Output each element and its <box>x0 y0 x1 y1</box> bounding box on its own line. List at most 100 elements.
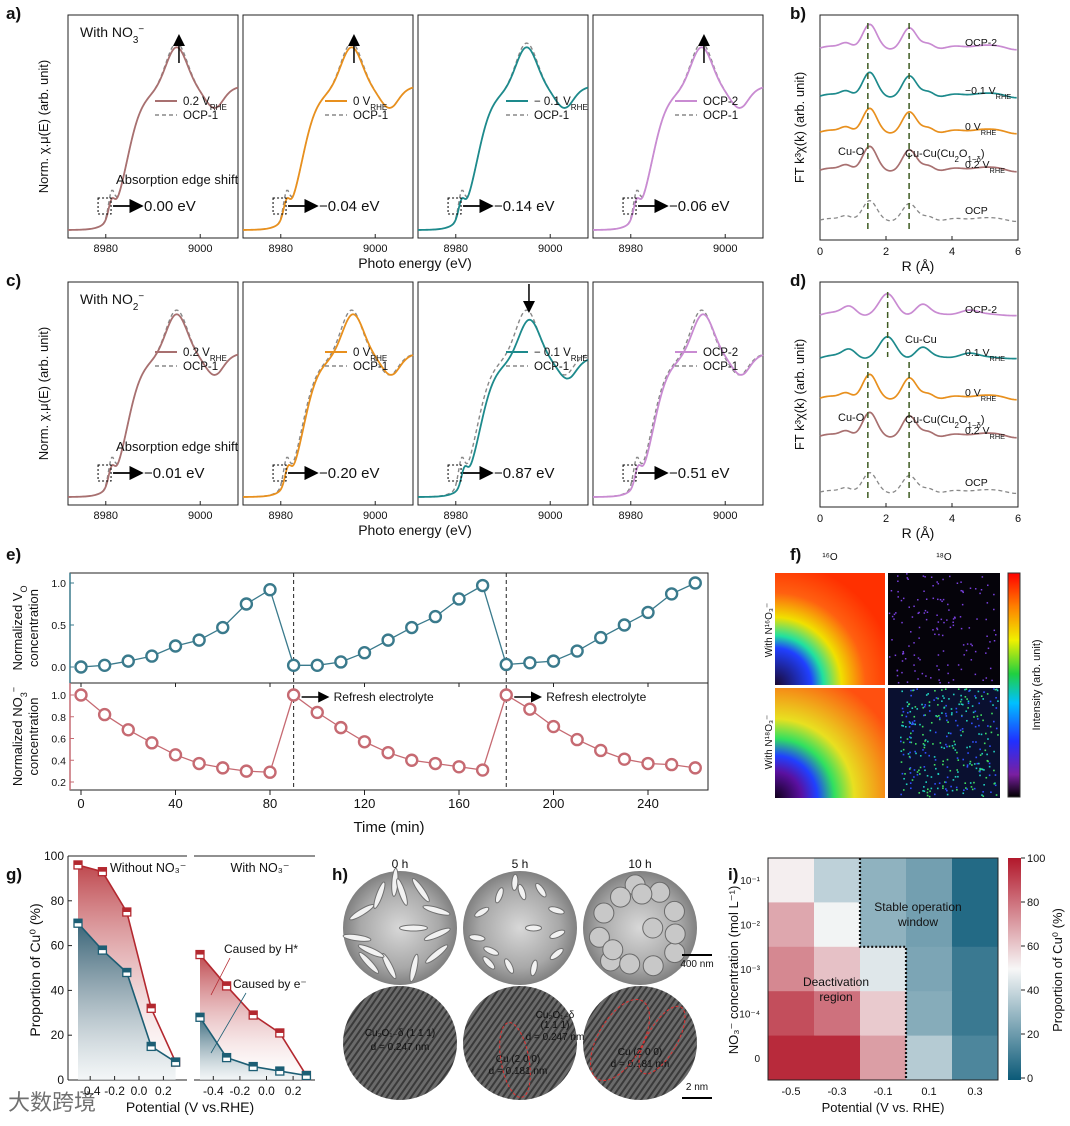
signal-pixel <box>957 759 960 761</box>
signal-pixel <box>965 649 968 652</box>
signal-pixel <box>960 589 962 592</box>
signal-pixel <box>937 704 939 706</box>
heatmap-cell <box>814 946 861 992</box>
signal-pixel <box>948 609 950 611</box>
signal-pixel <box>980 695 983 698</box>
signal-pixel <box>946 745 948 748</box>
data-point <box>310 705 324 720</box>
signal-pixel <box>908 606 910 608</box>
signal-pixel <box>926 791 929 794</box>
heatmap-cell <box>768 858 815 903</box>
signal-pixel <box>934 633 936 636</box>
condition-label-sub: 2 <box>133 302 138 313</box>
plot-frame <box>819 281 1019 508</box>
data-point-fill <box>98 867 107 872</box>
nanosheet <box>525 924 542 932</box>
signal-pixel <box>912 723 915 725</box>
trace-label-sub: RHE <box>990 166 1006 175</box>
signal-pixel <box>937 772 940 775</box>
signal-pixel <box>979 754 982 756</box>
data-point <box>310 658 324 673</box>
signal-pixel <box>913 605 915 608</box>
signal-pixel <box>938 633 940 636</box>
legend-ref: OCP-1 <box>183 361 218 373</box>
signal-pixel <box>952 618 955 620</box>
cu-o-label: Cu-O <box>838 412 865 424</box>
legend-ref: OCP-1 <box>534 110 569 122</box>
nanosheet <box>357 944 385 958</box>
plot-frame <box>242 14 414 239</box>
signal-pixel <box>913 715 916 718</box>
signal-pixel <box>919 658 921 661</box>
signal-pixel <box>942 763 944 766</box>
signal-pixel <box>966 698 968 700</box>
scale-bar-label: 2 nm <box>686 1082 708 1093</box>
trace-label-main: OCP-2 <box>965 304 997 316</box>
signal-pixel <box>947 664 949 666</box>
x-tick-label: 9000 <box>538 510 562 522</box>
signal-pixel <box>978 724 980 727</box>
signal-pixel <box>969 782 972 784</box>
particle <box>664 923 686 945</box>
panel-c: c) Norm. χ.μ(E) (arb. unit) Photo energy (… <box>6 271 764 538</box>
signal-pixel <box>973 763 976 765</box>
trace-label-sub: RHE <box>996 92 1012 101</box>
signal-pixel <box>905 715 908 718</box>
nanosheet <box>549 929 566 939</box>
signal-pixel <box>971 644 973 647</box>
signal-pixel <box>914 723 917 726</box>
signal-pixel <box>921 725 924 728</box>
nanosheet <box>474 906 490 918</box>
colorbar-tick-label: 80 <box>1027 897 1039 909</box>
data-point <box>688 761 702 775</box>
y-tick-label: 0.4 <box>51 755 66 767</box>
data-point <box>594 743 608 758</box>
signal-pixel <box>979 748 981 751</box>
lattice-annotation: (1 1 1) <box>541 1020 570 1031</box>
signal-pixel <box>922 743 925 745</box>
edge-shift-value: −0.14 eV <box>494 198 554 215</box>
nanosheet <box>342 933 372 942</box>
legend-ref: OCP-1 <box>534 361 569 373</box>
time-label: 10 h <box>628 857 651 871</box>
lattice-annotation: d = 0.181 nm <box>489 1066 548 1077</box>
edge-region-box <box>447 464 462 482</box>
signal-pixel <box>934 783 936 785</box>
signal-pixel <box>902 753 905 756</box>
signal-pixel <box>993 629 996 632</box>
signal-pixel <box>986 759 989 762</box>
signal-pixel <box>941 700 943 703</box>
signal-pixel <box>974 710 977 713</box>
y-axis-label-main: Normalized NO <box>10 697 25 786</box>
signal-pixel <box>924 752 927 754</box>
signal-pixel <box>933 699 935 701</box>
signal-pixel <box>945 743 947 746</box>
signal-pixel <box>911 723 913 726</box>
ft-trace <box>819 200 1017 223</box>
label-part: O <box>959 148 968 160</box>
signal-pixel <box>986 602 989 604</box>
series-line <box>80 582 696 668</box>
trace-label-main: 0.1 V <box>965 347 990 359</box>
signal-pixel <box>925 675 927 677</box>
data-point <box>664 587 679 601</box>
signal-pixel <box>975 767 978 770</box>
heatmap-cell <box>814 1035 861 1081</box>
map-16o-with-n16 <box>775 573 885 685</box>
signal-pixel <box>938 782 941 785</box>
y-tick-label: 20 <box>51 1028 65 1042</box>
data-point <box>145 736 159 750</box>
edge-region-box <box>97 197 112 215</box>
x-tick-label: -0.2 <box>230 1084 251 1098</box>
signal-pixel <box>966 746 968 749</box>
signal-pixel <box>995 688 998 691</box>
y-axis-label: Norm. χ.μ(E) (arb. unit) <box>36 60 51 194</box>
spectrum-curve <box>417 318 589 498</box>
edge-shift-value: −0.01 eV <box>144 465 204 482</box>
signal-pixel <box>900 736 902 739</box>
signal-pixel <box>925 694 928 696</box>
signal-pixel <box>902 789 905 791</box>
signal-pixel <box>902 748 905 751</box>
deactivation-label: Deactivation <box>803 975 869 989</box>
